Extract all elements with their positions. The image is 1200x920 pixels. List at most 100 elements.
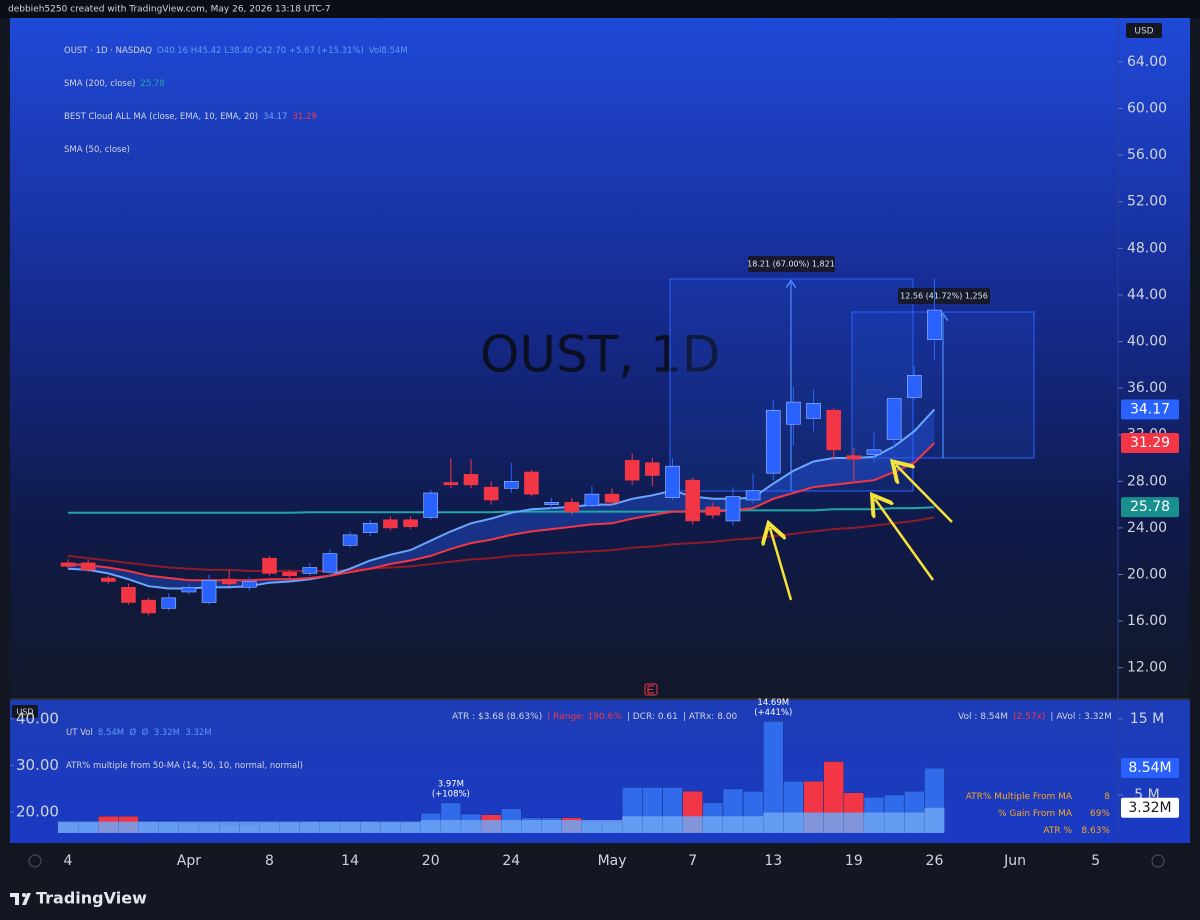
avg-volume-bar (763, 812, 784, 833)
avg-volume-bar (581, 820, 602, 833)
last-volume-label: 8.54M (1128, 760, 1171, 776)
price-legend: OUST · 1D · NASDAQ O40.16 H45.42 L38.40 C… (64, 24, 413, 167)
legend-row: ATR% multiple from 50-MA (14, 50, 10, no… (66, 761, 308, 772)
candle-body (403, 519, 418, 528)
candle-body (624, 460, 640, 481)
last-price-box (1121, 399, 1179, 420)
earnings-marker (644, 683, 658, 696)
candle-body (846, 455, 862, 460)
legend-value: 25.78 (140, 79, 165, 89)
avg-volume-bar (521, 820, 542, 833)
credit: debbieh5250 created with TradingView.com… (8, 5, 331, 15)
x-tick-label: Jun (1003, 853, 1026, 869)
y-tick-label: 56.00 (1127, 147, 1167, 163)
table-value: 69% (1089, 809, 1110, 819)
avg-volume-bar (461, 820, 481, 833)
candle-body (161, 597, 177, 609)
avg-volume-bar (561, 820, 582, 833)
candle-body (665, 465, 680, 498)
volume-note: (+441%) (754, 708, 792, 718)
avol: | AVol : 3.32M (1050, 712, 1112, 722)
brand: TradingView (36, 889, 147, 908)
table-label: ATR% Multiple From MA (965, 792, 1072, 802)
vol-stats: Vol : 8.54M (2.57x) | AVol : 3.32M (958, 712, 1117, 723)
symbol: OUST · 1D · NASDAQ (64, 46, 152, 56)
avg-volume-bar (803, 812, 824, 833)
x-tick-label: 24 (502, 853, 520, 869)
x-tick-label: May (598, 853, 627, 869)
y-tick-label: 24.00 (1127, 520, 1167, 536)
candle-body (302, 567, 318, 574)
y-tick-label: 48.00 (1127, 240, 1167, 256)
avg-volume-bar (420, 820, 441, 833)
candle-body (483, 486, 499, 501)
x-tick-label: 14 (341, 853, 359, 869)
avg-volume-bar (682, 816, 703, 833)
candle-body (60, 562, 76, 567)
atrx: | ATRx: 8.00 (682, 712, 738, 722)
candle-body (80, 562, 96, 571)
candle-body (362, 522, 378, 533)
candle-body (181, 587, 197, 593)
x-tick-label: Apr (177, 853, 201, 869)
zoom-button[interactable] (28, 854, 42, 868)
measure-label: 12.56 (41.72%) 1,256 (900, 292, 988, 301)
candle-body (645, 462, 660, 476)
table-label: % Gain From MA (997, 809, 1072, 819)
avg-volume-bar (239, 821, 260, 833)
y-tick-label: 36.00 (1127, 380, 1167, 396)
legend-row: SMA (200, close) 25.78 (64, 79, 413, 90)
x-tick-label: 4 (64, 853, 73, 869)
candle-body (342, 534, 358, 546)
avg-volume-bar (360, 821, 381, 833)
x-tick-label: 20 (422, 853, 440, 869)
table-row: % Gain From MA 69% (960, 806, 1110, 823)
candle-body (886, 398, 902, 440)
last-price-box (1121, 497, 1179, 518)
vol-ratio: (2.57x) (1013, 712, 1046, 722)
candle-body (423, 492, 439, 518)
y-tick-label: 52.00 (1127, 194, 1167, 210)
auto-scale-button[interactable] (1151, 854, 1165, 868)
watermark: OUST, 1D (480, 326, 720, 384)
last-avg-label: 3.32M (1128, 800, 1171, 816)
avg-volume-bar (924, 807, 945, 833)
currency: USD (1134, 27, 1153, 37)
legend-entry: UT Vol (66, 728, 93, 738)
last-price-label: 25.78 (1130, 499, 1170, 515)
annotation-arrows (770, 465, 953, 601)
avg-volume-bar (138, 821, 159, 833)
candle-body (725, 496, 741, 522)
avg-volume-bar (178, 821, 199, 833)
table-value: 8.63% (1081, 826, 1110, 836)
table-row: ATR% Multiple From MA 8 (960, 789, 1110, 806)
y-tick-label: 16.00 (1127, 613, 1167, 629)
y2-tick-label: 20.00 (16, 803, 59, 821)
last-price-label: 31.29 (1130, 435, 1170, 451)
plot: 12.0016.0020.0024.0028.0032.0036.0040.00… (10, 54, 1179, 869)
table-value: 8 (1104, 792, 1110, 802)
avg-volume-bar (340, 821, 361, 833)
legend-entry: BEST Cloud ALL MA (close, EMA, 10, EMA, … (64, 112, 259, 122)
candle-body (221, 578, 237, 585)
avg-volume-bar (843, 812, 864, 833)
candle-body (544, 501, 559, 505)
avg-volume-bar (823, 812, 844, 833)
candle-body (503, 481, 519, 489)
lower-currency-box (12, 705, 38, 718)
volume-label: 3.97M (438, 779, 464, 789)
arrow (875, 499, 935, 581)
y-tick-label: 44.00 (1127, 287, 1167, 303)
legend-entry: ATR% multiple from 50-MA (14, 50, 10, no… (66, 761, 303, 771)
candle-body (604, 493, 620, 503)
candle-body (765, 409, 781, 474)
avg-volume-bar (722, 816, 743, 833)
avg-volume-bar (481, 820, 502, 833)
candle-body (282, 571, 297, 576)
avg-volume-bar (440, 820, 461, 833)
y-tick-label: 40.00 (1127, 334, 1167, 350)
avg-volume-bar (743, 816, 764, 833)
legend-value: 31.29 (292, 112, 317, 122)
avg-volume-bar (259, 821, 280, 833)
